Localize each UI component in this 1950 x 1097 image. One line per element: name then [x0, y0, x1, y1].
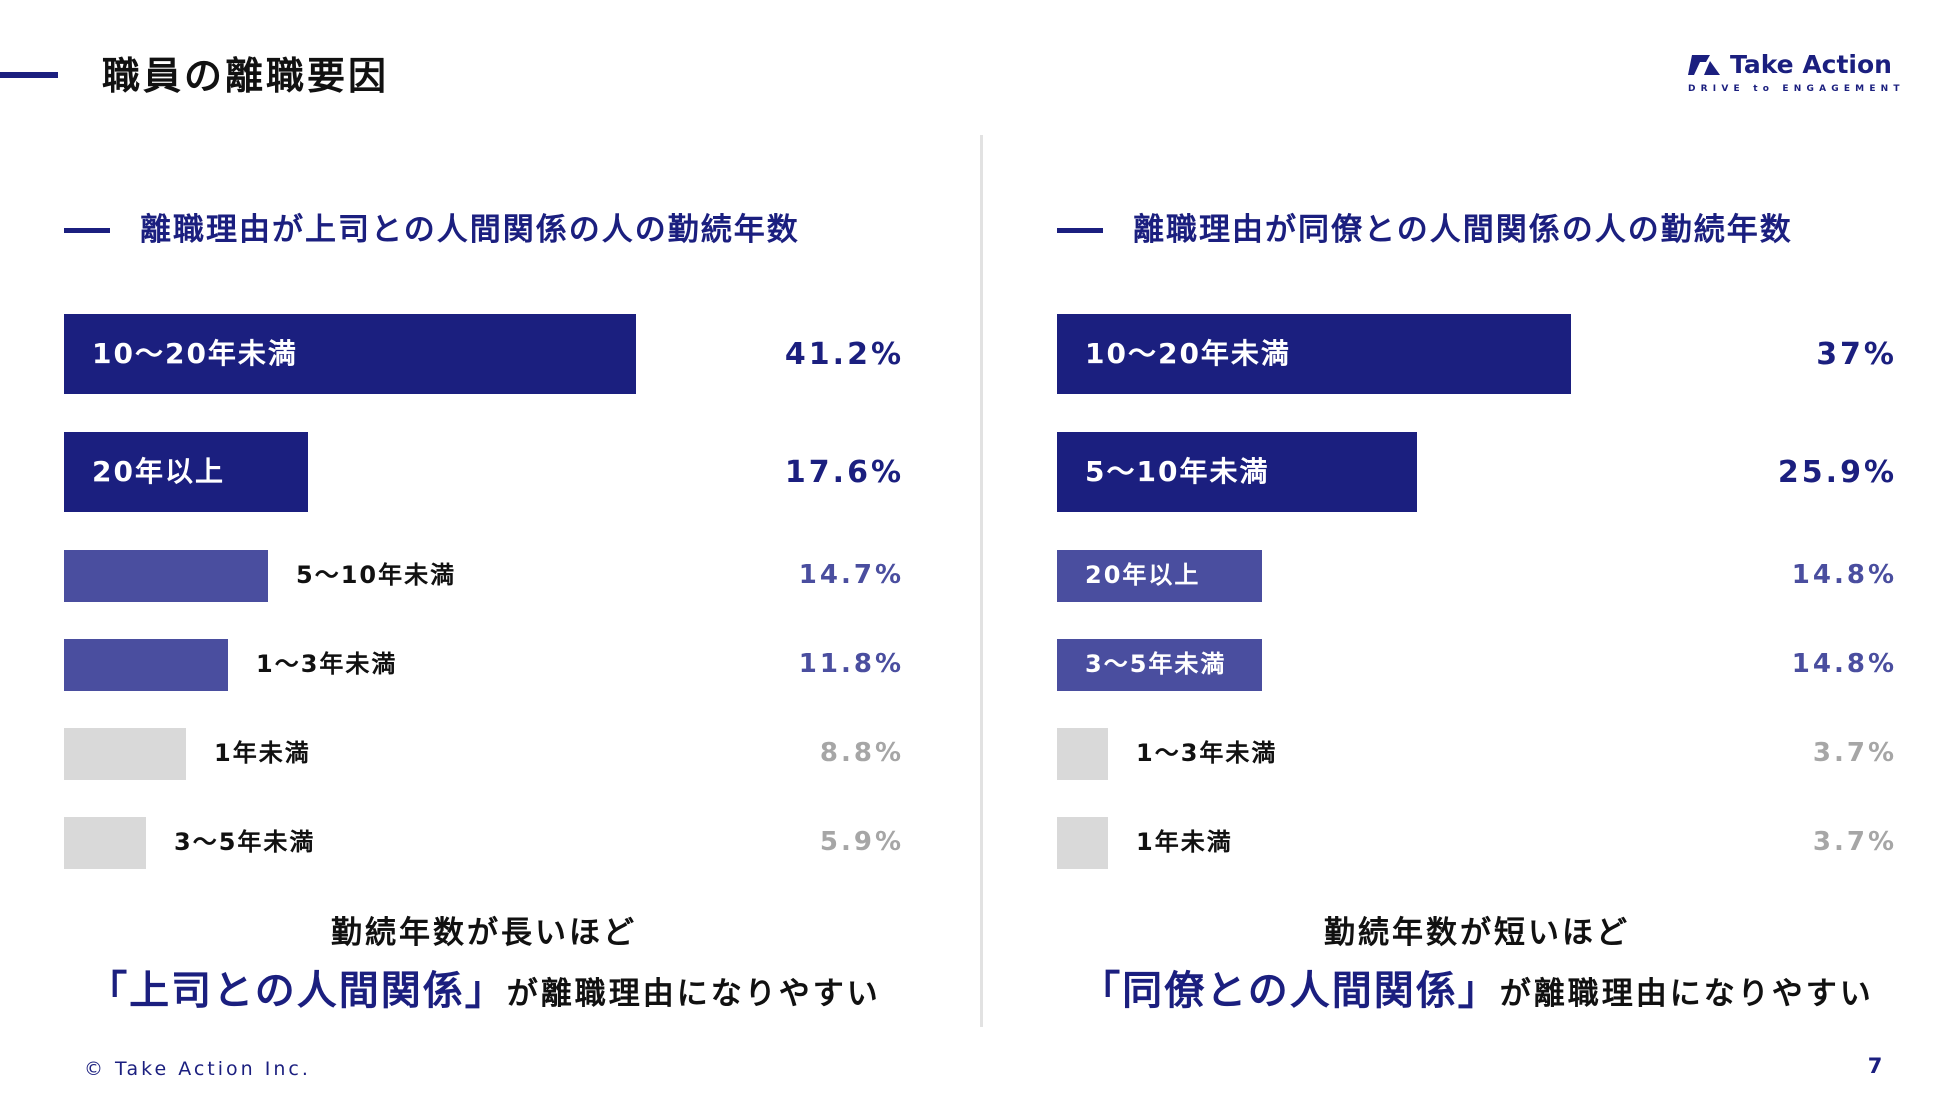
bar-category-label: 1年未満: [214, 739, 311, 768]
bar-value-label: 14.8%: [1791, 560, 1897, 591]
take-action-logo-icon: [1688, 55, 1720, 75]
bar-value-label: 3.7%: [1812, 738, 1897, 769]
right-conclusion-highlight: 「同僚との人間関係」: [1080, 968, 1500, 1014]
bar-value-label: 14.8%: [1791, 649, 1897, 680]
right-conclusion-line1: 勤続年数が短いほど: [1324, 915, 1630, 951]
left-conclusion-line1: 勤続年数が長いほど: [331, 915, 637, 951]
bar-value-label: 11.8%: [798, 649, 904, 680]
left-conclusion-line2: 「上司との人間関係」が離職理由になりやすい: [64, 962, 904, 1028]
bar: [1057, 550, 1262, 602]
logo-tagline: DRIVE to ENGAGEMENT: [1688, 84, 1905, 94]
right-heading-text: 離職理由が同僚との人間関係の人の勤続年数: [1133, 212, 1793, 248]
panel-divider: [980, 135, 983, 1027]
bar-category-label: 1年未満: [1136, 828, 1233, 857]
bar-value-label: 5.9%: [819, 827, 904, 858]
company-logo: Take Action DRIVE to ENGAGEMENT: [1688, 50, 1905, 94]
bar-category-label: 5〜10年未満: [296, 561, 457, 590]
bar-value-label: 3.7%: [1812, 827, 1897, 858]
left-bar-chart: 10〜20年未満 41.2% 20年以上 17.6% 5〜10年未満 14.7% 1〜3年未…: [64, 0, 904, 1097]
bar-value-label: 25.9%: [1777, 454, 1897, 490]
bar-category-label: 20年以上: [1085, 561, 1201, 590]
bar: [64, 639, 228, 691]
right-conclusion-line2: 「同僚との人間関係」が離職理由になりやすい: [1057, 962, 1897, 1028]
bar: [64, 550, 268, 602]
bar: [1057, 432, 1417, 512]
bar: [1057, 314, 1571, 394]
bar: [1057, 817, 1108, 869]
bar-category-label: 1〜3年未満: [1136, 739, 1278, 768]
right-panel: 離職理由が同僚との人間関係の人の勤続年数 10〜20年未満 37% 5〜10年未満 2…: [993, 0, 1950, 1097]
right-conclusion-rest: が離職理由になりやすい: [1499, 976, 1874, 1012]
bar-value-label: 14.7%: [798, 560, 904, 591]
left-conclusion-rest: が離職理由になりやすい: [506, 976, 881, 1012]
bar-value-label: 41.2%: [784, 336, 904, 372]
bar: [1057, 728, 1108, 780]
bar-category-label: 10〜20年未満: [1085, 336, 1291, 370]
bar-category-label: 3〜5年未満: [174, 828, 316, 857]
copyright: © Take Action Inc.: [84, 1058, 311, 1080]
logo-name: Take Action: [1730, 50, 1892, 79]
left-conclusion-highlight: 「上司との人間関係」: [87, 968, 507, 1014]
page-number: 7: [1867, 1054, 1883, 1078]
page-title: 職員の離職要因: [102, 54, 390, 98]
left-heading: 離職理由が上司との人間関係の人の勤続年数: [64, 208, 800, 252]
bar: [64, 432, 308, 512]
left-heading-text: 離職理由が上司との人間関係の人の勤続年数: [140, 212, 800, 248]
title-accent-line: [0, 72, 58, 78]
bar-category-label: 5〜10年未満: [1085, 454, 1270, 488]
left-panel: 離職理由が上司との人間関係の人の勤続年数 10〜20年未満 41.2% 20年以上 1…: [64, 0, 904, 1097]
bar-category-label: 1〜3年未満: [256, 650, 398, 679]
bar: [64, 314, 636, 394]
bar: [64, 728, 186, 780]
bar-value-label: 8.8%: [819, 738, 904, 769]
heading-dash: [1057, 227, 1103, 233]
bar-value-label: 17.6%: [784, 454, 904, 490]
bar-value-label: 37%: [1816, 336, 1897, 372]
bar: [64, 817, 146, 869]
bar-category-label: 3〜5年未満: [1085, 650, 1227, 679]
bar-category-label: 20年以上: [92, 454, 225, 488]
right-heading: 離職理由が同僚との人間関係の人の勤続年数: [1057, 208, 1793, 252]
heading-dash: [64, 227, 110, 233]
bar: [1057, 639, 1262, 691]
bar-category-label: 10〜20年未満: [92, 336, 298, 370]
right-bar-chart: 10〜20年未満 37% 5〜10年未満 25.9% 20年以上 14.8% 3〜5年未満 1…: [1057, 0, 1897, 1097]
